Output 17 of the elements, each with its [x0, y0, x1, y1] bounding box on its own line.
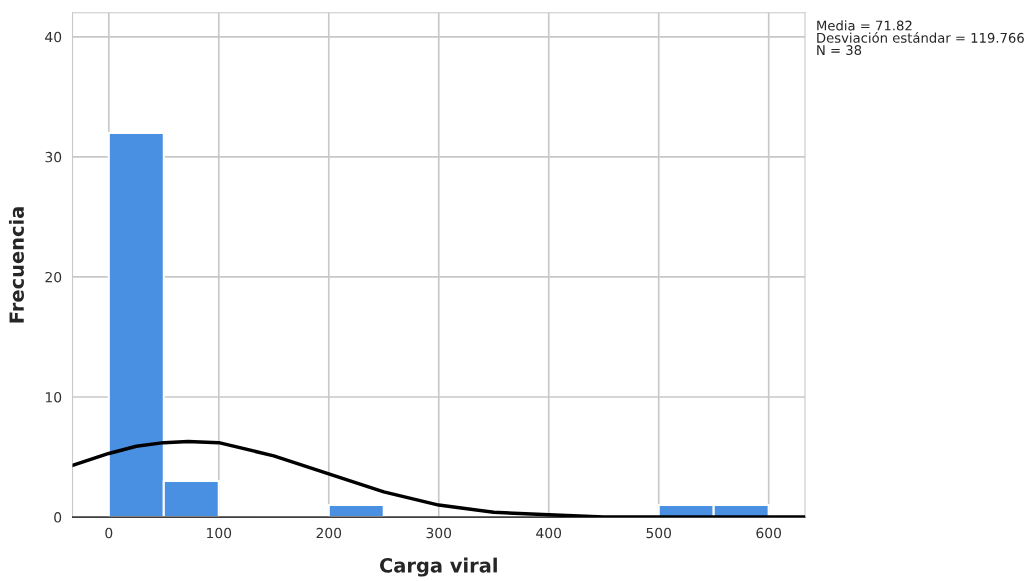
x-tick-label: 100 [207, 527, 232, 539]
x-tick-label: 300 [426, 527, 452, 539]
x-tick-label: 400 [536, 527, 562, 539]
x-tick-label: 0 [105, 527, 113, 539]
y-tick-label: 0 [54, 512, 62, 523]
y-axis-title: Frecuencia [8, 207, 24, 323]
text: Desviación estándar = 119.766 [817, 32, 1024, 43]
x-tick-label: 600 [756, 527, 782, 539]
text: N = 38 [817, 45, 862, 56]
y-tick-label: 20 [45, 271, 62, 283]
x-tick-label: 200 [316, 527, 342, 539]
x-axis-title: Carga viral [379, 557, 497, 577]
y-tick-label: 40 [45, 31, 62, 43]
text: Media = 71.82 [817, 20, 912, 31]
x-tick-label: 500 [646, 527, 672, 539]
y-tick-label: 30 [45, 151, 62, 163]
y-tick-label: 10 [45, 391, 62, 403]
